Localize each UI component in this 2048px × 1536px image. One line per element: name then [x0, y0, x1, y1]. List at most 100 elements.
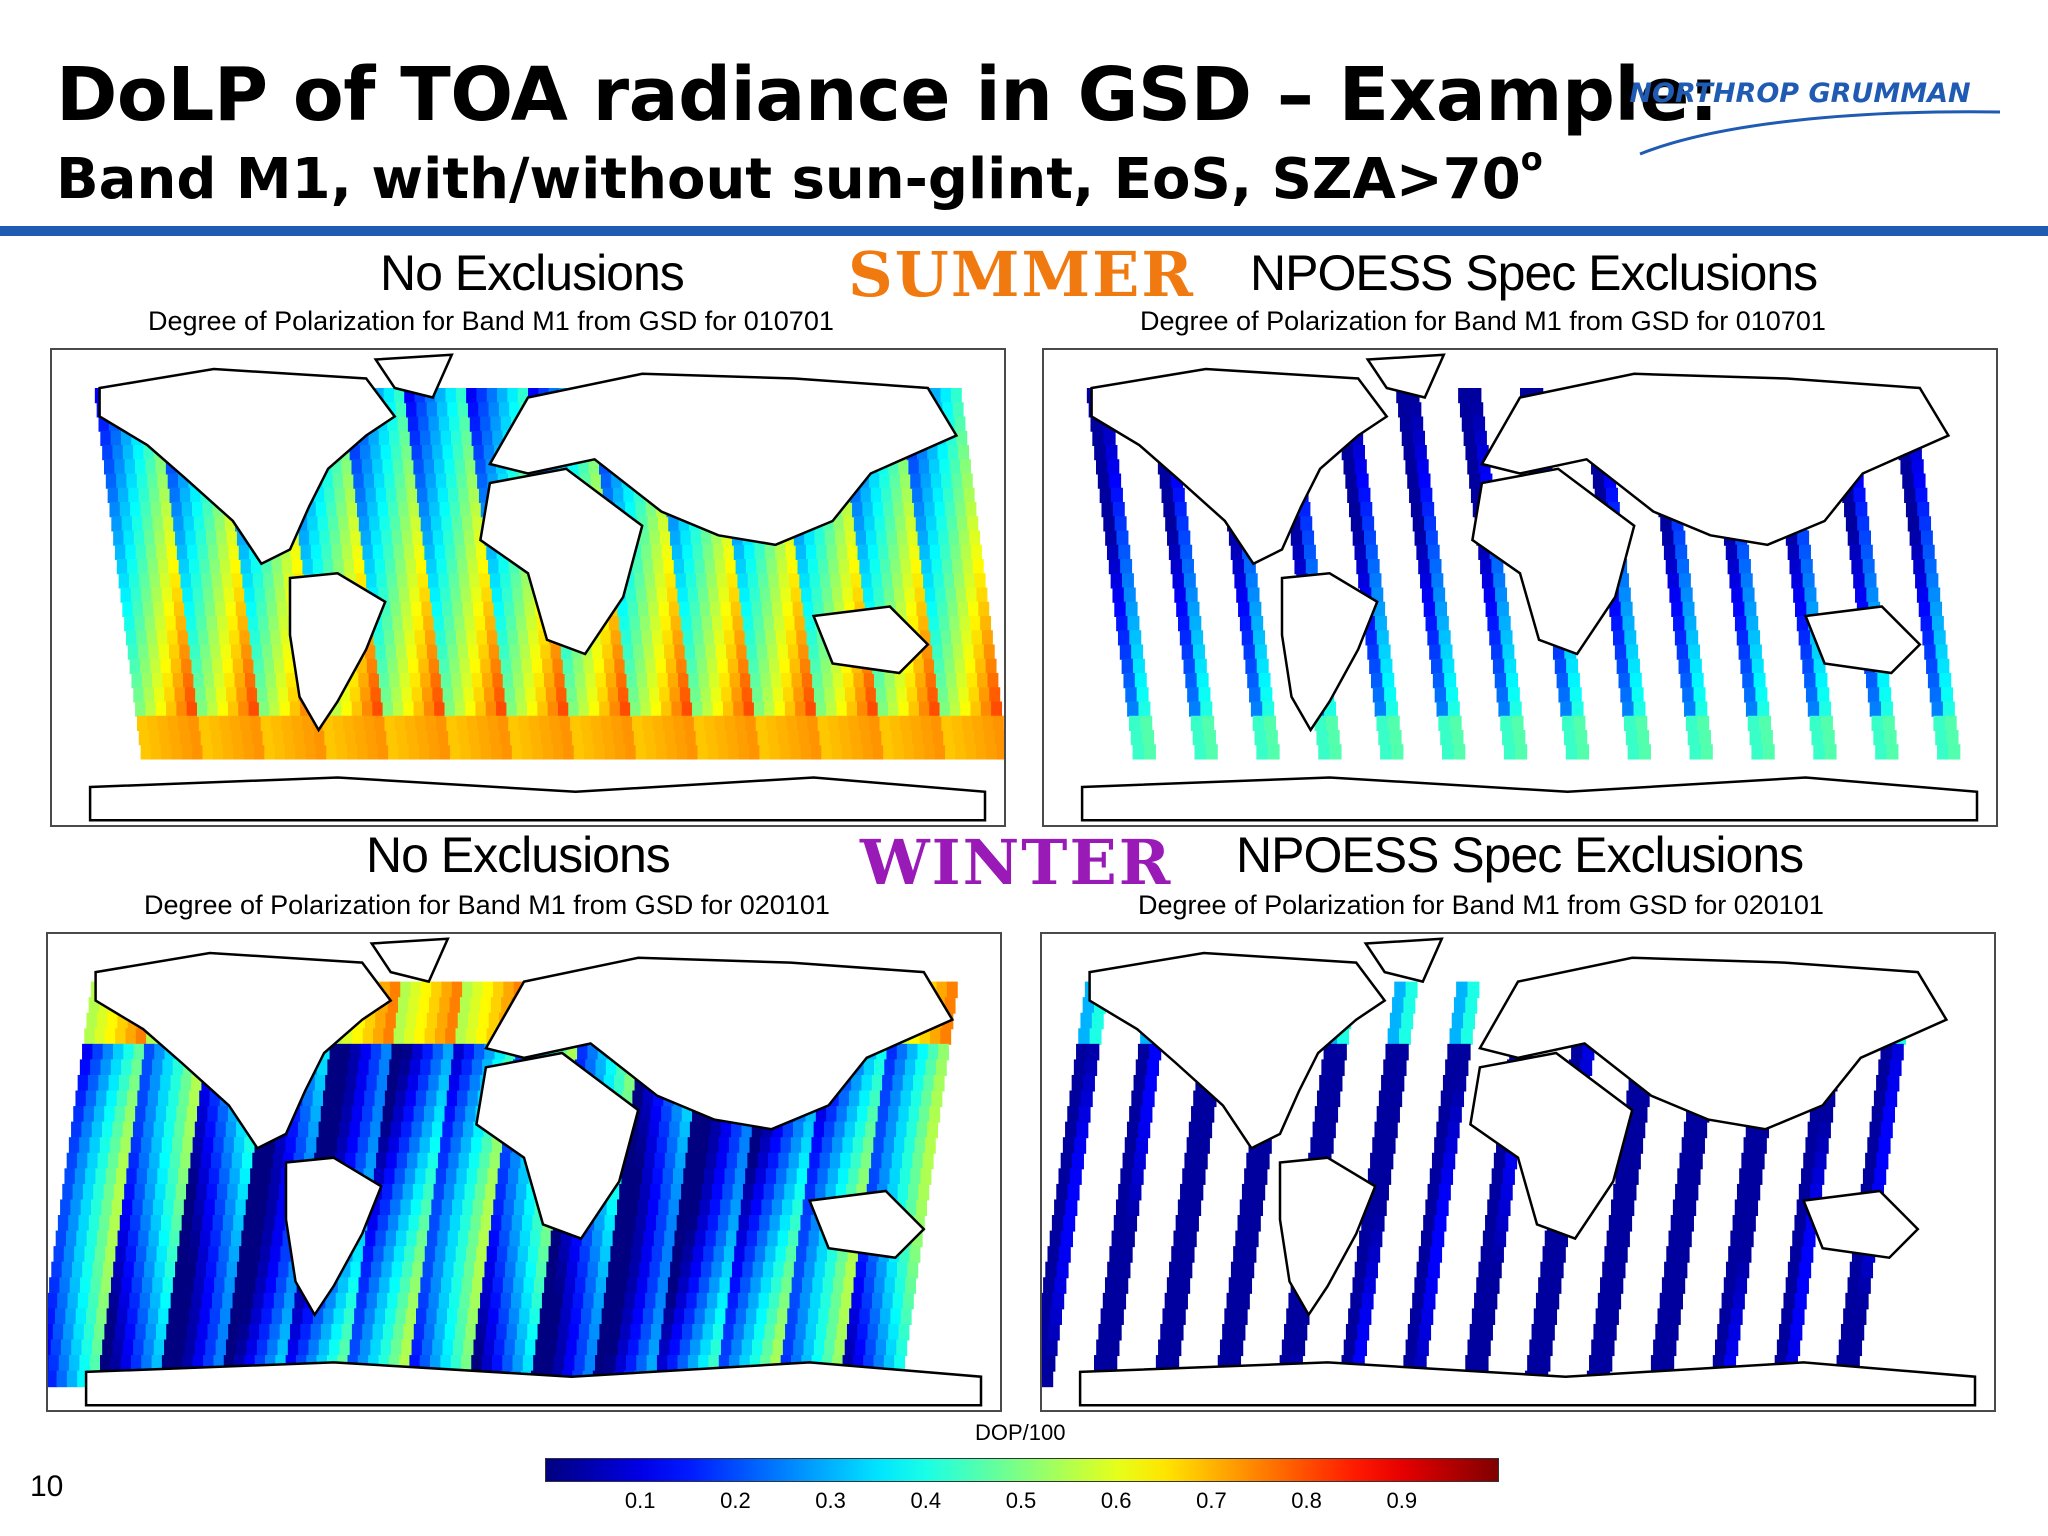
dop-swath-cell	[336, 502, 348, 518]
dop-swath-cell	[123, 1261, 135, 1279]
dop-swath-cell	[950, 388, 962, 404]
dop-swath-cell	[395, 1090, 407, 1108]
dop-swath-cell	[571, 1230, 583, 1248]
dop-swath-cell	[386, 730, 398, 746]
dop-swath-cell	[636, 1355, 648, 1372]
dop-swath-cell	[1924, 559, 1937, 575]
dop-swath-cell	[907, 530, 919, 546]
dop-swath-cell	[1492, 658, 1505, 674]
dop-swath-cell	[548, 1246, 560, 1263]
dop-swath-cell	[728, 744, 740, 760]
dop-swath-cell	[916, 445, 928, 461]
dop-swath-cell	[678, 673, 689, 689]
dop-swath-cell	[222, 658, 234, 674]
dop-swath-cell	[118, 1074, 130, 1092]
dop-swath-cell	[1239, 616, 1252, 632]
dop-swath-cell	[122, 1339, 134, 1357]
dop-swath-cell	[519, 644, 531, 660]
dop-swath-cell	[463, 687, 475, 703]
dop-swath-cell	[886, 530, 898, 546]
dop-swath-cell	[1671, 601, 1684, 617]
dop-swath-cell	[63, 1246, 75, 1263]
dop-swath-cell	[916, 601, 928, 617]
dop-swath-cell	[1463, 430, 1476, 446]
dop-swath-cell	[903, 502, 915, 518]
continent-outline	[1365, 353, 1446, 399]
dop-swath-cell	[1762, 744, 1775, 760]
dop-swath-cell	[665, 573, 677, 589]
dop-swath-cell	[114, 1323, 126, 1341]
dop-swath-cell	[377, 744, 389, 760]
dop-swath-cell	[1354, 459, 1367, 475]
dop-swath-cell	[510, 1152, 522, 1170]
dop-swath-cell	[487, 1168, 499, 1185]
dop-swath-cell	[774, 1323, 786, 1341]
dop-swath-cell	[861, 573, 873, 589]
dop-swath-cell	[252, 1152, 264, 1170]
dop-swath-cell	[610, 1246, 622, 1263]
dop-swath-cell	[75, 1090, 87, 1108]
dop-swath-cell	[1302, 530, 1315, 546]
dop-swath-cell	[972, 715, 984, 731]
dop-swath-cell	[829, 1152, 841, 1170]
dop-swath-cell	[648, 601, 660, 617]
dop-swath-cell	[499, 1152, 511, 1170]
dop-swath-cell	[1729, 573, 1742, 589]
dop-swath-cell	[668, 1199, 680, 1217]
dop-swath-cell	[429, 1137, 441, 1154]
dop-swath-cell	[202, 502, 214, 518]
dop-swath-cell	[251, 1230, 263, 1248]
dop-swath-cell	[68, 1137, 80, 1154]
dop-swath-cell	[679, 687, 691, 703]
dop-swath-cell	[104, 1323, 116, 1341]
dop-swath-cell	[966, 673, 978, 689]
dop-swath-cell	[136, 1168, 148, 1185]
dop-swath-cell	[471, 587, 483, 603]
dop-swath-cell	[545, 687, 557, 703]
dop-swath-cell	[198, 1168, 210, 1185]
dop-swath-cell	[94, 1028, 106, 1045]
dop-swath-cell	[348, 516, 360, 532]
dop-swath-cell	[850, 487, 862, 503]
dop-swath-cell	[443, 616, 455, 632]
dop-swath-cell	[190, 573, 202, 589]
dop-swath-cell	[952, 402, 964, 418]
dop-swath-cell	[1503, 744, 1516, 760]
dop-swath-cell	[309, 530, 321, 546]
dop-swath-cell	[491, 1137, 503, 1154]
dop-swath-cell	[292, 1308, 304, 1325]
dop-swath-cell	[1919, 516, 1932, 532]
dop-swath-cell	[490, 997, 502, 1014]
dop-swath-cell	[362, 1246, 374, 1263]
dop-swath-cell	[657, 516, 669, 532]
dop-swath-cell	[961, 473, 973, 489]
dop-swath-cell	[238, 701, 250, 717]
dop-swath-cell	[608, 1183, 620, 1201]
dop-swath-cell	[1247, 673, 1260, 689]
dop-swath-cell	[262, 1152, 274, 1170]
dop-swath-cell	[1740, 573, 1753, 589]
dop-swath-cell	[112, 1339, 124, 1357]
dop-swath-cell	[912, 573, 924, 589]
dop-swath-cell	[418, 997, 430, 1014]
dop-swath-cell	[53, 1246, 65, 1263]
dop-swath-cell	[742, 616, 754, 632]
dop-swath-cell	[1862, 559, 1875, 575]
dop-swath-cell	[761, 601, 773, 617]
dop-swath-cell	[81, 1339, 93, 1357]
dop-swath-cell	[832, 587, 844, 603]
dop-swath-cell	[85, 1168, 97, 1185]
dop-swath-cell	[267, 1261, 279, 1279]
dop-swath-cell	[181, 502, 193, 518]
dop-swath-cell	[159, 573, 171, 589]
dop-swath-cell	[819, 730, 831, 746]
dop-swath-cell	[681, 701, 693, 717]
dop-swath-cell	[91, 1121, 103, 1139]
dop-swath-cell	[507, 388, 519, 404]
dop-swath-cell	[455, 1028, 467, 1045]
dop-swath-cell	[227, 701, 239, 717]
dop-swath-cell	[1411, 416, 1424, 432]
dop-swath-cell	[807, 1168, 818, 1185]
dop-swath-cell	[792, 601, 804, 617]
dop-swath-cell	[517, 630, 529, 646]
